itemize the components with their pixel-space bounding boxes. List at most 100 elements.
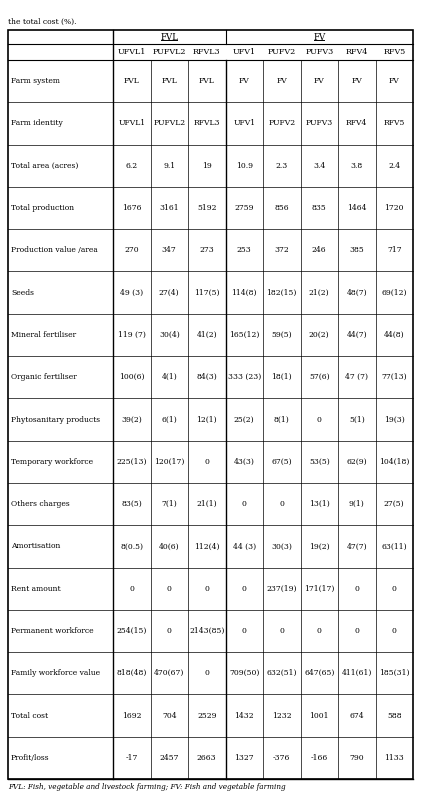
Text: 13(1): 13(1) [309,500,330,508]
Text: 18(1): 18(1) [272,373,292,381]
Text: Temporary workforce: Temporary workforce [11,458,93,466]
Text: 1432: 1432 [234,712,254,719]
Text: 0: 0 [204,458,209,466]
Text: 19(2): 19(2) [309,542,330,550]
Text: Farm identity: Farm identity [11,120,63,128]
Text: 83(5): 83(5) [121,500,142,508]
Text: 411(61): 411(61) [341,669,372,677]
Text: 270: 270 [125,246,139,254]
Text: 856: 856 [274,204,289,212]
Text: Mineral fertiliser: Mineral fertiliser [11,331,76,339]
Text: 7(1): 7(1) [161,500,177,508]
Text: 0: 0 [242,585,247,593]
Text: UFVL1: UFVL1 [117,48,146,56]
Text: Seeds: Seeds [11,289,34,297]
Text: 69(12): 69(12) [381,289,407,297]
Text: Total area (acres): Total area (acres) [11,162,78,170]
Text: 21(1): 21(1) [197,500,217,508]
Text: 347: 347 [162,246,177,254]
Text: 3161: 3161 [160,204,179,212]
Text: 4(1): 4(1) [161,373,177,381]
Text: 39(2): 39(2) [121,416,142,423]
Text: 119 (7): 119 (7) [118,331,146,339]
Text: 165(12): 165(12) [229,331,259,339]
Text: 112(4): 112(4) [194,542,219,550]
Text: Family workforce value: Family workforce value [11,669,100,677]
Text: 0: 0 [242,500,247,508]
Text: 254(15): 254(15) [117,627,147,635]
Text: 372: 372 [274,246,289,254]
Text: 185(31): 185(31) [379,669,410,677]
Text: PUFV2: PUFV2 [268,120,295,128]
Text: FVL: Fish, vegetable and livestock farming; FV: Fish and vegetable farming: FVL: Fish, vegetable and livestock farmi… [8,783,285,791]
Text: Amortisation: Amortisation [11,542,60,550]
Text: FVL: FVL [199,77,215,85]
Text: Profit/loss: Profit/loss [11,754,50,762]
Text: 0: 0 [167,627,172,635]
Text: UFV1: UFV1 [233,120,255,128]
Text: FV: FV [352,77,362,85]
Text: 632(51): 632(51) [266,669,297,677]
Text: PUFV3: PUFV3 [305,48,333,56]
Text: 8(1): 8(1) [274,416,290,423]
Text: 385: 385 [349,246,364,254]
Text: 470(67): 470(67) [154,669,184,677]
Text: 63(11): 63(11) [381,542,407,550]
Text: 2.3: 2.3 [276,162,288,170]
Text: 1001: 1001 [309,712,329,719]
Text: 0: 0 [167,585,172,593]
Text: 0: 0 [129,585,134,593]
Text: FV: FV [276,77,287,85]
Text: 3.8: 3.8 [351,162,363,170]
Text: 2143(85): 2143(85) [189,627,224,635]
Text: 12(1): 12(1) [197,416,217,423]
Text: 1720: 1720 [384,204,404,212]
Text: 120(17): 120(17) [154,458,184,466]
Text: 27(4): 27(4) [159,289,180,297]
Text: Total cost: Total cost [11,712,48,719]
Text: 225(13): 225(13) [117,458,147,466]
Text: 1464: 1464 [347,204,367,212]
Text: 0: 0 [354,627,359,635]
Text: 1327: 1327 [234,754,254,762]
Text: 2529: 2529 [197,712,216,719]
Text: 1692: 1692 [122,712,141,719]
Text: 19(3): 19(3) [384,416,405,423]
Text: 1676: 1676 [122,204,141,212]
Text: FV: FV [313,32,325,41]
Text: 8(0.5): 8(0.5) [120,542,143,550]
Text: Organic fertiliser: Organic fertiliser [11,373,77,381]
Text: 30(4): 30(4) [159,331,180,339]
Text: 40(6): 40(6) [159,542,180,550]
Text: UFV1: UFV1 [233,48,256,56]
Text: 20(2): 20(2) [309,331,330,339]
Text: 62(9): 62(9) [346,458,367,466]
Text: 43(3): 43(3) [234,458,255,466]
Text: UFVL1: UFVL1 [118,120,145,128]
Text: 117(5): 117(5) [194,289,219,297]
Text: 59(5): 59(5) [272,331,292,339]
Text: 57(6): 57(6) [309,373,330,381]
Text: 47(7): 47(7) [346,542,367,550]
Text: Others charges: Others charges [11,500,70,508]
Text: 10.9: 10.9 [236,162,253,170]
Text: 0: 0 [392,627,397,635]
Text: 0: 0 [204,669,209,677]
Text: Total production: Total production [11,204,74,212]
Text: FV: FV [314,77,325,85]
Text: 2759: 2759 [234,204,254,212]
Text: PUFVL2: PUFVL2 [153,120,185,128]
Text: 647(65): 647(65) [304,669,334,677]
Text: 182(15): 182(15) [266,289,297,297]
Text: 114(8): 114(8) [232,289,257,297]
Text: -166: -166 [311,754,328,762]
Text: the total cost (%).: the total cost (%). [8,18,77,26]
Text: 790: 790 [349,754,364,762]
Text: 0: 0 [354,585,359,593]
Text: 6(1): 6(1) [161,416,177,423]
Text: 100(6): 100(6) [119,373,144,381]
Text: FV: FV [389,77,400,85]
Text: Farm system: Farm system [11,77,60,85]
Text: 1133: 1133 [384,754,404,762]
Text: Phytosanitary products: Phytosanitary products [11,416,100,423]
